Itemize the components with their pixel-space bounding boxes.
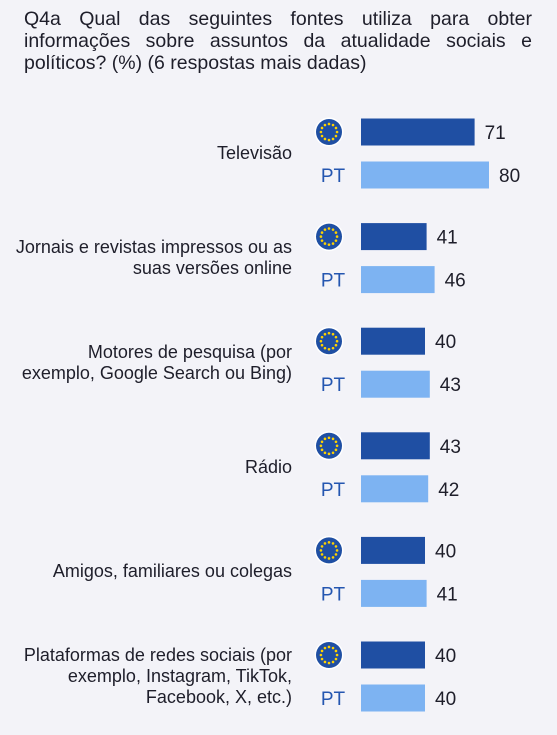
- eu-flag-icon: [314, 117, 344, 147]
- bar-eu: [361, 432, 430, 460]
- category-label: Plataformas de redes sociais (por exempl…: [23, 645, 292, 707]
- data-label-pt: 42: [438, 480, 459, 501]
- data-label-pt: 43: [440, 375, 461, 396]
- series-label-pt: PT: [321, 584, 346, 605]
- series-label-pt: PT: [321, 689, 346, 710]
- category-label: Televisão: [216, 143, 292, 163]
- bar-pt: [361, 370, 430, 398]
- data-label-pt: 46: [445, 271, 466, 292]
- category-label: Rádio: [244, 456, 292, 477]
- data-label-pt: 40: [435, 689, 456, 710]
- data-label-eu: 40: [435, 541, 456, 562]
- eu-flag-icon: [314, 431, 344, 461]
- series-label-pt: PT: [321, 166, 346, 187]
- eu-flag-icon: [314, 222, 344, 252]
- data-label-pt: 80: [499, 166, 520, 187]
- data-label-eu: 71: [485, 123, 506, 144]
- eu-flag-icon: [314, 326, 344, 356]
- chart-title: Q4a Qual das seguintes fontes utiliza pa…: [24, 8, 532, 74]
- bar-pt: [361, 161, 489, 189]
- bar-eu: [361, 641, 425, 669]
- bar-pt: [361, 475, 429, 503]
- data-label-eu: 40: [435, 332, 456, 353]
- series-label-pt: PT: [321, 375, 346, 396]
- bar-eu: [361, 223, 427, 251]
- data-label-pt: 41: [437, 584, 458, 605]
- bar-eu: [361, 327, 425, 355]
- category-label: Amigos, familiares ou colegas: [52, 561, 292, 582]
- eu-flag-icon: [314, 535, 344, 565]
- eu-flag-icon: [314, 640, 344, 670]
- data-label-eu: 40: [435, 646, 456, 667]
- data-label-eu: 41: [437, 228, 458, 249]
- bar-eu: [361, 118, 475, 146]
- data-label-eu: 43: [440, 437, 461, 458]
- category-label: Motores de pesquisa (por exemplo, Google…: [21, 341, 292, 383]
- series-label-pt: PT: [321, 480, 346, 501]
- category-label: Jornais e revistas impressos ou as suas …: [15, 237, 292, 279]
- series-label-pt: PT: [321, 271, 346, 292]
- bar-pt: [361, 266, 435, 294]
- bar-eu: [361, 536, 425, 564]
- bar-pt: [361, 579, 427, 607]
- bar-pt: [361, 684, 425, 712]
